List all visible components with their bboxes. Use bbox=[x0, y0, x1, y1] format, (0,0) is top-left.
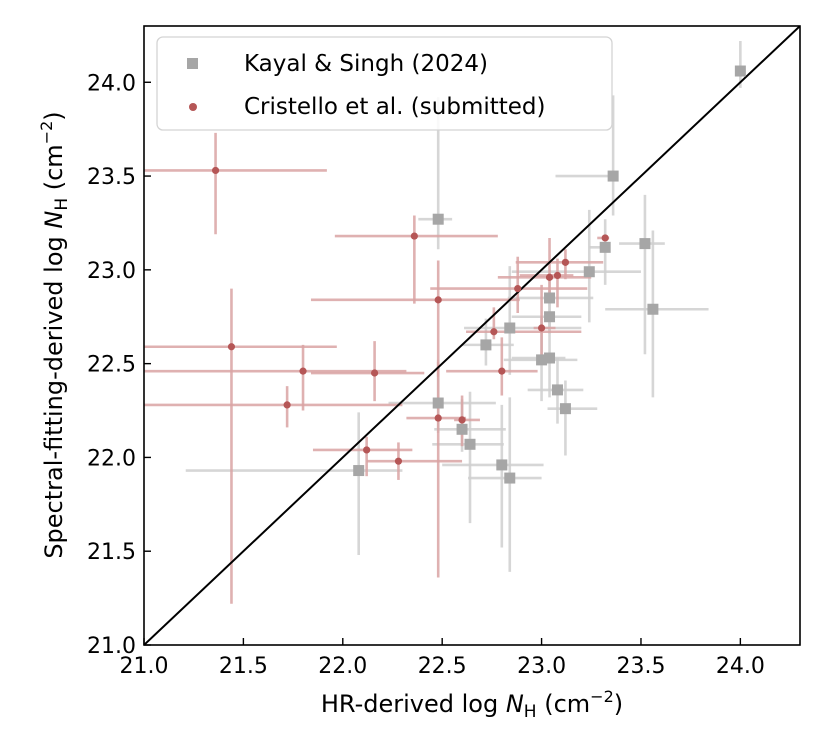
y-tick-label: 23.0 bbox=[87, 259, 136, 284]
y-tick-label: 21.5 bbox=[87, 540, 136, 565]
legend-label-kayal-singh: Kayal & Singh (2024) bbox=[244, 51, 488, 77]
kayal-singh-point bbox=[544, 311, 556, 323]
kayal-singh-point bbox=[480, 339, 492, 351]
x-tick-label: 23.0 bbox=[517, 654, 566, 679]
axis-ticks: 21.0 21.5 22.0 22.5 23.0 23.5 24.0 21.0 21.5 22.0… bbox=[87, 71, 765, 679]
x-tick-label: 21.0 bbox=[120, 654, 169, 679]
legend-marker-kayal-singh bbox=[187, 58, 198, 69]
kayal-singh-point bbox=[583, 266, 595, 278]
kayal-singh-point bbox=[551, 384, 563, 396]
kayal-singh-point bbox=[504, 322, 516, 334]
plot-frame bbox=[143, 25, 801, 646]
kayal-singh-point bbox=[599, 241, 611, 253]
data-markers bbox=[211, 65, 746, 484]
y-tick-label: 21.0 bbox=[87, 634, 136, 659]
kayal-singh-point bbox=[544, 352, 556, 364]
y-tick-label: 24.0 bbox=[87, 71, 136, 96]
cristello-point bbox=[410, 232, 418, 240]
cristello-point bbox=[363, 446, 371, 454]
legend-marker-cristello bbox=[189, 103, 197, 111]
kayal-singh-point bbox=[544, 292, 556, 304]
y-tick-label: 22.0 bbox=[87, 446, 136, 471]
cristello-point bbox=[490, 328, 498, 336]
kayal-singh-point bbox=[353, 465, 365, 477]
x-tick-label: 22.0 bbox=[318, 654, 367, 679]
kayal-singh-point bbox=[496, 459, 508, 471]
cristello-point bbox=[227, 343, 236, 351]
x-tick-label: 22.5 bbox=[418, 654, 467, 679]
cristello-point bbox=[601, 234, 609, 242]
y-axis-label: Spectral-fitting-derived log NH (cm−2) bbox=[37, 111, 72, 558]
kayal-singh-point bbox=[456, 423, 468, 435]
kayal-singh-point bbox=[504, 472, 516, 484]
kayal-singh-point bbox=[559, 403, 571, 415]
kayal-singh-point bbox=[607, 170, 619, 182]
legend: Kayal & Singh (2024) Cristello et al. (s… bbox=[156, 36, 613, 131]
cristello-point bbox=[283, 401, 291, 409]
cristello-point bbox=[514, 285, 522, 293]
cristello-point bbox=[370, 369, 379, 377]
cristello-point bbox=[394, 457, 403, 465]
y-tick-label: 22.5 bbox=[87, 353, 136, 378]
one-to-one-line bbox=[144, 26, 800, 645]
cristello-point bbox=[545, 273, 554, 281]
legend-label-cristello: Cristello et al. (submitted) bbox=[244, 94, 546, 120]
x-tick-label: 24.0 bbox=[716, 654, 765, 679]
kayal-singh-point bbox=[432, 397, 444, 409]
cristello-point bbox=[299, 367, 307, 375]
kayal-singh-point bbox=[647, 303, 659, 315]
cristello-point bbox=[458, 416, 466, 424]
x-axis-label: HR-derived log NH (cm−2) bbox=[321, 687, 623, 722]
cristello-point bbox=[434, 414, 442, 422]
cristello-point bbox=[434, 296, 442, 304]
cristello-point bbox=[211, 166, 220, 175]
cristello-point bbox=[553, 271, 562, 280]
cristello-point bbox=[561, 258, 570, 266]
kayal-singh-point bbox=[432, 213, 444, 225]
x-tick-label: 23.5 bbox=[616, 654, 665, 679]
legend-frame bbox=[156, 36, 613, 131]
y-tick-label: 23.5 bbox=[87, 165, 136, 190]
cristello-point bbox=[498, 367, 506, 375]
cristello-point bbox=[537, 324, 546, 332]
kayal-singh-point bbox=[536, 354, 548, 366]
kayal-singh-point bbox=[464, 438, 476, 450]
kayal-singh-point bbox=[734, 65, 746, 77]
x-tick-label: 21.5 bbox=[219, 654, 268, 679]
kayal-singh-point bbox=[639, 238, 651, 250]
